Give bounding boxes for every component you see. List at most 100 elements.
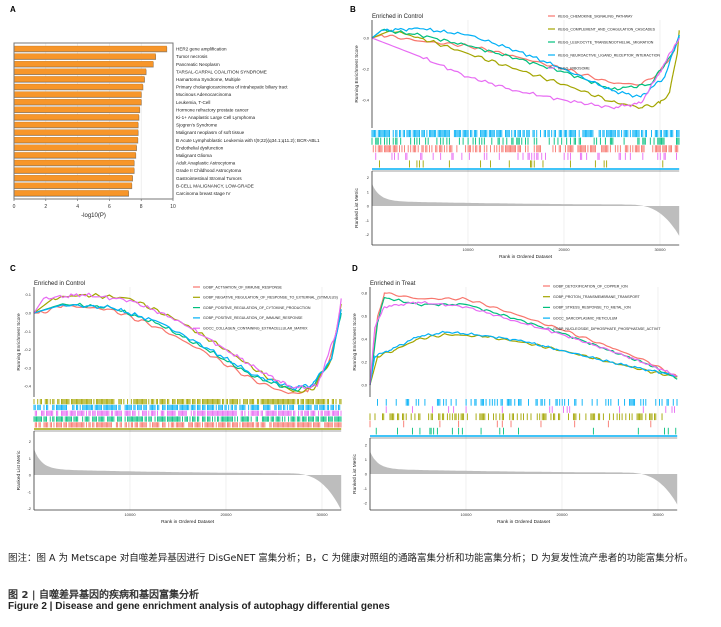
bar bbox=[13, 99, 142, 105]
legend-label: GOBP_NEGATIVE_REGULATION_OF_RESPONSE_TO_… bbox=[203, 296, 338, 300]
y-tick-label: -0.2 bbox=[362, 67, 370, 72]
y-tick-label: 0.8 bbox=[361, 291, 367, 296]
figure-title-chinese: 图 2 | 自噬差异基因的疾病和基因富集分析 bbox=[8, 590, 200, 601]
es-curve-kegg-neuroactive-ligand-receptor-interaction bbox=[371, 27, 680, 98]
panel-b-gsea-plot: 10000 20000 30000 0.0 -0.2 -0.4 KEGG_CHEMOKINE… bbox=[354, 14, 680, 260]
x-tick-label: 2 bbox=[44, 204, 47, 210]
es-curve-kegg-ribosome bbox=[371, 37, 680, 110]
y-tick-label: 0.1 bbox=[25, 292, 31, 297]
legend-label: GOBP_POSITIVE_REGULATION_OF_IMMUNE_RESPO… bbox=[203, 316, 303, 320]
bar bbox=[13, 53, 156, 60]
x-tick-label: 6 bbox=[108, 204, 111, 210]
y2-tick-label: -2 bbox=[363, 501, 367, 506]
bar-label: Gastrointestinal Stromal Tumors bbox=[176, 176, 242, 181]
legend-label: KEGG_COMPLEMENT_AND_COAGULATION_CASCADES bbox=[558, 27, 656, 31]
ranked-list-area bbox=[372, 183, 680, 236]
x-axis-label: Rank in Ordered Dataset bbox=[499, 254, 553, 260]
legend-label: GOBP_POSITIVE_REGULATION_OF_CYTOKINE_PRO… bbox=[203, 306, 311, 310]
x-tick-label: 10 bbox=[170, 204, 176, 210]
y-tick-label: -0.4 bbox=[362, 98, 370, 103]
legend-label: GOBP_STRESS_RESPONSE_TO_METAL_ION bbox=[553, 306, 631, 310]
legend-label: GOBP_NUCLEOSIDE_DIPHOSPHATE_PHOSPHATASE_… bbox=[553, 327, 661, 331]
x-tick-label: 20000 bbox=[220, 512, 232, 517]
legend-label: GOCC_SARCOPLASMIC_RETICULUM bbox=[553, 316, 617, 320]
y-tick-label: 0.4 bbox=[361, 337, 367, 342]
panel-label-b: B bbox=[350, 5, 356, 14]
es-curve-gobp-positive-regulation-of-cytokine-production bbox=[33, 302, 342, 392]
bar bbox=[13, 121, 139, 128]
x-tick-label: 8 bbox=[140, 204, 143, 210]
x-tick-label: 20000 bbox=[558, 247, 570, 252]
plot-frame bbox=[13, 42, 174, 200]
bar-label: Leukemia, T-Cell bbox=[176, 100, 210, 105]
x-tick-label: 30000 bbox=[652, 512, 664, 517]
legend-label: KEGG_CHEMOKINE_SIGNALING_PATHWAY bbox=[558, 14, 633, 18]
bar-label: Malignant neoplasm of soft tissue bbox=[176, 130, 245, 135]
x-tick-label: 4 bbox=[76, 204, 79, 210]
y2-tick-label: -2 bbox=[27, 506, 31, 511]
x-tick-label: 10000 bbox=[462, 247, 474, 252]
bar-label: TARSAL-CARPAL COALITION SYNDROME bbox=[176, 69, 267, 74]
bar-label: Hamartoma Syndrome, Multiple bbox=[176, 77, 241, 82]
y2-tick-label: 0 bbox=[29, 473, 32, 478]
panel-label-c: C bbox=[10, 264, 16, 273]
plot-title: Enriched in Control bbox=[34, 281, 85, 287]
legend-label: GOCC_COLLAGEN_CONTAINING_EXTRACELLULAR_M… bbox=[203, 327, 308, 331]
bar-label: Sjogren's Syndrome bbox=[176, 123, 218, 128]
legend-label: KEGG_LEUKOCYTE_TRANSENDOTHELIAL_MIGRATIO… bbox=[558, 40, 654, 44]
x-tick-label: 20000 bbox=[556, 512, 568, 517]
y2-tick-label: -1 bbox=[365, 218, 369, 223]
legend-label: KEGG_NEUROACTIVE_LIGAND_RECEPTOR_INTERAC… bbox=[558, 53, 660, 57]
bar bbox=[13, 152, 136, 159]
y2-tick-label: 1 bbox=[29, 456, 32, 461]
legend-label: KEGG_RIBOSOME bbox=[558, 66, 590, 70]
y2-axis-label: Ranked List Metric bbox=[16, 450, 22, 490]
y2-axis-label: Ranked List Metric bbox=[352, 454, 358, 494]
y2-tick-label: 1 bbox=[365, 457, 368, 462]
es-curve-kegg-complement-and-coagulation-cascades bbox=[371, 29, 680, 110]
bar-label: Carcinoma breast stage IV bbox=[176, 191, 231, 196]
bar-label: Endothelial dysfunction bbox=[176, 145, 224, 150]
y2-tick-label: 2 bbox=[367, 175, 370, 180]
bar bbox=[13, 106, 140, 113]
es-curve-gocc-collagen-containing-extracellular-matrix bbox=[33, 292, 342, 390]
bar bbox=[13, 182, 132, 189]
x-axis-label: Rank in Ordered Dataset bbox=[161, 519, 215, 525]
y-tick-label: 0.0 bbox=[25, 311, 31, 316]
legend-label: GOBP_DETOXIFICATION_OF_COPPER_ION bbox=[553, 284, 628, 288]
bar bbox=[13, 137, 138, 143]
bar-label: HER2 gene amplification bbox=[176, 47, 227, 52]
bar-label: Pancreatic Neoplasm bbox=[176, 62, 220, 67]
y-tick-label: 0.2 bbox=[361, 360, 367, 365]
es-curve-gobp-stress-response-to-metal-ion bbox=[369, 296, 678, 386]
x-tick-label: 30000 bbox=[654, 247, 666, 252]
es-curve-gobp-detoxification-of-copper-ion bbox=[369, 292, 678, 386]
plot-title: Enriched in Treat bbox=[370, 281, 416, 287]
bar bbox=[13, 114, 139, 121]
y-tick-label: 0.6 bbox=[361, 314, 367, 319]
ranked-list-area bbox=[370, 451, 678, 505]
y-tick-label: -0.4 bbox=[24, 384, 32, 389]
bar bbox=[13, 175, 133, 181]
bar bbox=[13, 68, 147, 75]
y-tick-label: -0.3 bbox=[24, 365, 32, 370]
bar bbox=[13, 83, 143, 90]
legend-label: GOBP_ACTIVATION_OF_IMMUNE_RESPONSE bbox=[203, 285, 283, 289]
y2-axis-label: Ranked List Metric bbox=[354, 188, 360, 228]
legend-label: GOBP_PROTON_TRANSMEMBRANE_TRANSPORT bbox=[553, 295, 641, 299]
bar bbox=[13, 76, 145, 83]
bar bbox=[13, 144, 137, 151]
figure-note: 图注：图 A 为 Metscape 对自噬差异基因进行 DisGeNET 富集分… bbox=[8, 553, 694, 564]
es-curve-gocc-sarcoplasmic-reticulum bbox=[369, 330, 678, 386]
bar-label: Primary cholangiocarcinoma of intrahepat… bbox=[176, 85, 288, 90]
y2-tick-label: -1 bbox=[363, 486, 367, 491]
bar-label: Malignant Glioma bbox=[176, 153, 212, 158]
panel-d-gsea-plot: 10000 20000 30000 0.8 0.6 0.4 0.2 0.0 GOBP_DETOX… bbox=[352, 281, 678, 525]
bar bbox=[13, 91, 142, 98]
y-axis-label: Running Enrichment Score bbox=[352, 313, 358, 371]
bar bbox=[13, 45, 167, 52]
bar-label: B-CELL MALIGNANCY, LOW-GRADE bbox=[176, 183, 254, 188]
panel-c-gsea-plot: 10000 20000 30000 0.1 0.0 -0.1 -0.2 -0.3 -0.4 GOB… bbox=[16, 281, 342, 525]
y2-tick-label: 1 bbox=[367, 189, 370, 194]
